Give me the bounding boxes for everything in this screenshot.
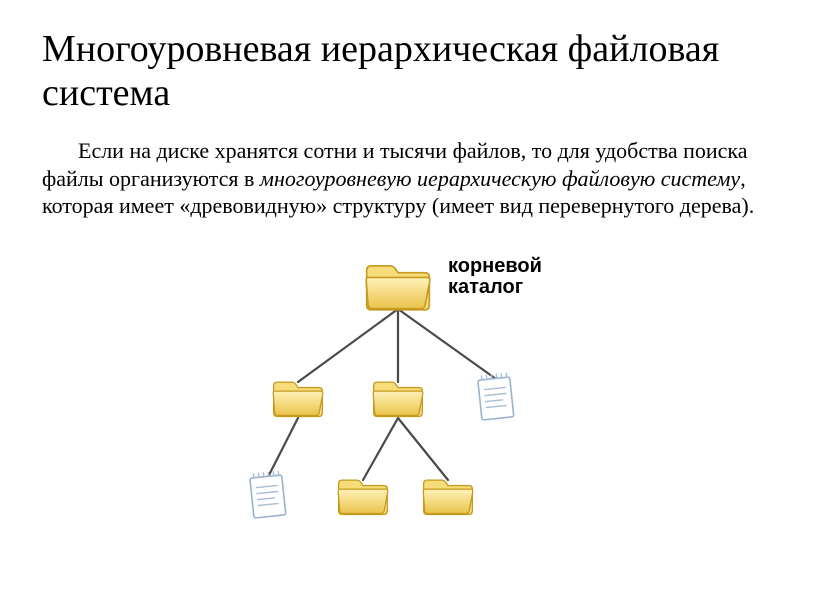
page-title: Многоуровневая иерархическая файловая си… [42,28,774,115]
tree-diagram: корневойкаталог [178,240,638,530]
folder-icon [362,256,434,319]
folder-icon [335,472,391,523]
folder-icon [420,472,476,523]
folder-icon [370,374,426,425]
diagram-container: корневойкаталог [42,240,774,530]
body-paragraph: Если на диске хранятся сотни и тысячи фа… [42,137,774,220]
tree-edge [398,418,448,480]
tree-edge [298,309,398,382]
tree-edge [398,309,496,379]
folder-icon [270,374,326,425]
file-icon [245,468,291,527]
file-icon [473,370,519,429]
root-label: корневойкаталог [448,256,542,298]
page: Многоуровневая иерархическая файловая си… [0,0,816,530]
paragraph-italic: многоуровневую иерархическую файловую си… [260,166,740,191]
tree-edge [363,418,398,480]
